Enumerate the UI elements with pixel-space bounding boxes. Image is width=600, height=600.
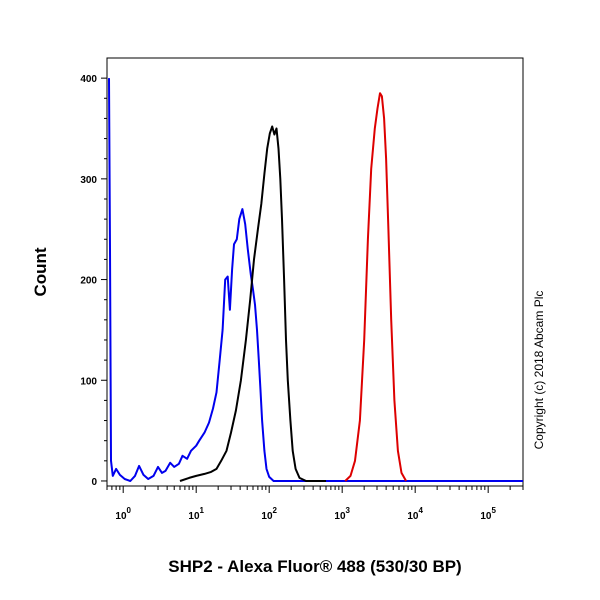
y-tick-label: 100 — [80, 376, 97, 387]
y-tick-label: 200 — [80, 276, 97, 287]
histogram-series-2 — [179, 125, 326, 482]
y-tick-label: 400 — [80, 74, 97, 85]
plot-area — [106, 57, 524, 487]
x-tick-label: 101 — [188, 506, 204, 522]
x-tick-label: 100 — [115, 506, 131, 522]
y-tick-label: 300 — [80, 175, 97, 186]
histogram-series-3 — [344, 92, 407, 482]
histogram-series-1 — [108, 78, 523, 482]
x-axis-title: SHP2 - Alexa Fluor® 488 (530/30 BP) — [168, 557, 461, 576]
x-tick-label: 105 — [480, 506, 496, 522]
series-layer — [108, 78, 523, 482]
y-axis-title: Count — [31, 247, 50, 296]
x-tick-label: 102 — [261, 506, 277, 522]
y-tick-label: 0 — [91, 477, 97, 488]
x-tick-label: 103 — [334, 506, 350, 522]
x-axis: 100 101 102 103 104 105 — [106, 486, 524, 522]
copyright-annotation: Copyright (c) 2018 Abcam Plc — [532, 291, 546, 450]
y-axis: 0 100 200 300 400 — [80, 74, 107, 488]
x-tick-label: 104 — [407, 506, 423, 522]
